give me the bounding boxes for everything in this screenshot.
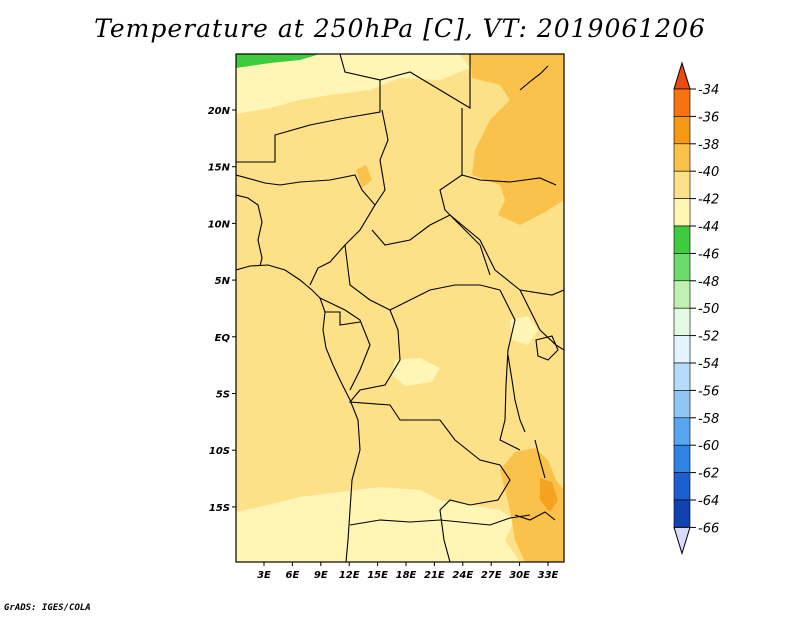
latitude-axis: 20N 15N 10N 5N EQ 5S 10S 15S [208, 106, 236, 514]
border-drc-east [499, 289, 521, 451]
colorbar-swatch [673, 362, 691, 391]
lon-label: 27E [481, 570, 502, 581]
lat-label: 10N [208, 219, 231, 230]
fill-38-40-southeast [500, 448, 564, 562]
longitude-axis: 3E 6E 9E 12E 15E 18E 21E 24E 27E 30E 33E [257, 562, 559, 581]
lon-label: 15E [367, 570, 388, 581]
fill-42-44-north [236, 54, 470, 114]
colorbar-label: -52 [698, 330, 719, 345]
border-congo [319, 297, 371, 391]
colorbar-label: -66 [698, 521, 719, 536]
colorbar: -34 -36 -38 -40 -42 -44 -46 -48 -50 -52 -54 -56 -58 -… [673, 61, 719, 556]
lat-label: 15N [208, 163, 231, 174]
colorbar-label: -58 [698, 412, 719, 427]
colorbar-top-triangle [673, 61, 691, 90]
colorbar-swatch [673, 143, 691, 172]
colorbar-label: -40 [698, 165, 719, 180]
lat-label: 20N [208, 106, 231, 117]
lon-label: 30E [509, 570, 530, 581]
border-gabon [325, 311, 361, 326]
colorbar-swatch [673, 170, 691, 199]
colorbar-label: -36 [698, 110, 719, 125]
fill-38-40-lake-chad [356, 165, 372, 188]
lat-label: 10S [209, 446, 230, 457]
border-drc [348, 309, 511, 562]
border-car-south [344, 244, 501, 311]
colorbar-swatch [673, 335, 691, 364]
colorbar-swatch [673, 116, 691, 145]
colorbar-swatch [673, 499, 691, 528]
lon-label: 9E [314, 570, 328, 581]
lon-label: 12E [339, 570, 360, 581]
lon-label: 3E [257, 570, 271, 581]
border-sahel [236, 54, 381, 163]
lat-label: EQ [215, 333, 231, 344]
map-frame [235, 53, 565, 563]
lon-label: 33E [538, 570, 559, 581]
lat-label: 15S [209, 503, 230, 514]
border-angola-south [349, 514, 531, 526]
colorbar-label: -60 [698, 439, 719, 454]
country-borders [236, 54, 564, 562]
fill-36-38-southeast [540, 478, 558, 512]
fill-42-44-east-patch [510, 316, 538, 345]
colorbar-swatch [673, 307, 691, 336]
colorbar-swatch [673, 472, 691, 501]
fill-42-44-south [236, 487, 520, 562]
zambia-border [514, 511, 556, 521]
colorbar-swatch [673, 417, 691, 446]
coastline-west [236, 264, 361, 562]
border-car [371, 214, 564, 296]
red-sea-coast [519, 65, 549, 91]
fill-44-46-northwest [236, 54, 320, 68]
chart-title: Temperature at 250hPa [C], VT: 201906120… [94, 14, 706, 43]
lon-label: 24E [452, 570, 473, 581]
lon-label: 6E [286, 570, 300, 581]
colorbar-label: -64 [698, 494, 719, 509]
lat-label: 5S [216, 390, 230, 401]
border-sudan-east [461, 174, 557, 186]
colorbar-label: -48 [698, 275, 719, 290]
colorbar-label: -44 [698, 220, 719, 235]
temperature-field [236, 54, 564, 562]
colorbar-label: -54 [698, 357, 719, 372]
colorbar-swatch [673, 444, 691, 473]
colorbar-label: -62 [698, 467, 719, 482]
lat-label: 5N [215, 276, 231, 287]
border-nigeria [236, 174, 376, 286]
colorbar-label: -56 [698, 384, 719, 399]
lake-malawi [534, 439, 546, 479]
lon-label: 18E [396, 570, 417, 581]
colorbar-swatch [673, 198, 691, 227]
lake-victoria [535, 335, 559, 361]
border-west-small [236, 194, 263, 267]
colorbar-label: -50 [698, 302, 719, 317]
border-niger-chad [379, 54, 471, 109]
lake-tanganyika [507, 354, 526, 433]
border-cameroon [374, 109, 389, 206]
fill-42-44-congo-patch [392, 358, 440, 386]
colorbar-label: -34 [698, 83, 719, 98]
lon-label: 21E [424, 570, 445, 581]
colorbar-swatch [673, 280, 691, 309]
colorbar-bottom-triangle [673, 526, 691, 556]
colorbar-swatch [673, 390, 691, 419]
colorbar-label: -46 [698, 247, 719, 262]
grads-credit: GrADS: IGES/COLA [4, 603, 91, 613]
colorbar-swatch [673, 253, 691, 282]
colorbar-swatch [673, 225, 691, 254]
colorbar-label: -42 [698, 193, 719, 208]
colorbar-label: -38 [698, 138, 719, 153]
fill-38-40-northeast [470, 54, 564, 225]
colorbar-swatch [673, 88, 691, 117]
